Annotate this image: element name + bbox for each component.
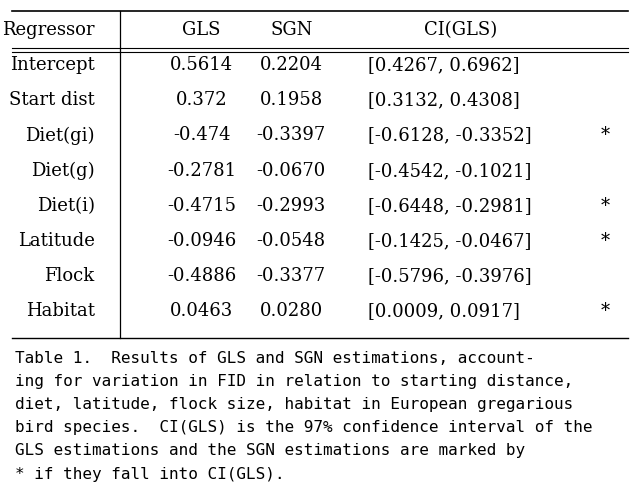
- Text: Intercept: Intercept: [10, 56, 95, 74]
- Text: 0.2204: 0.2204: [260, 56, 323, 74]
- Text: 0.5614: 0.5614: [170, 56, 233, 74]
- Text: [0.3132, 0.4308]: [0.3132, 0.4308]: [368, 91, 520, 109]
- Text: * if they fall into CI(GLS).: * if they fall into CI(GLS).: [15, 467, 284, 482]
- Text: -0.0548: -0.0548: [257, 232, 326, 250]
- Text: diet, latitude, flock size, habitat in European gregarious: diet, latitude, flock size, habitat in E…: [15, 397, 573, 412]
- Text: 0.0463: 0.0463: [170, 302, 233, 321]
- Text: Habitat: Habitat: [26, 302, 95, 321]
- Text: -0.2781: -0.2781: [167, 161, 236, 180]
- Text: Latitude: Latitude: [18, 232, 95, 250]
- Text: -0.0670: -0.0670: [257, 161, 326, 180]
- Text: Flock: Flock: [44, 267, 95, 285]
- Text: Regressor: Regressor: [2, 21, 95, 39]
- Text: -0.0946: -0.0946: [167, 232, 236, 250]
- Text: *: *: [600, 302, 609, 321]
- Text: *: *: [600, 197, 609, 215]
- Text: SGN: SGN: [270, 21, 312, 39]
- Text: bird species.  CI(GLS) is the 97% confidence interval of the: bird species. CI(GLS) is the 97% confide…: [15, 420, 592, 435]
- Text: -0.4886: -0.4886: [167, 267, 236, 285]
- Text: [0.0009, 0.0917]: [0.0009, 0.0917]: [368, 302, 520, 321]
- Text: -0.3397: -0.3397: [257, 126, 326, 145]
- Text: [-0.4542, -0.1021]: [-0.4542, -0.1021]: [368, 161, 531, 180]
- Text: Diet(i): Diet(i): [36, 197, 95, 215]
- Text: Table 1.  Results of GLS and SGN estimations, account-: Table 1. Results of GLS and SGN estimati…: [15, 351, 534, 366]
- Text: Diet(gi): Diet(gi): [25, 126, 95, 145]
- Text: ing for variation in FID in relation to starting distance,: ing for variation in FID in relation to …: [15, 374, 573, 389]
- Text: GLS: GLS: [182, 21, 221, 39]
- Text: [-0.6128, -0.3352]: [-0.6128, -0.3352]: [368, 126, 532, 145]
- Text: -0.474: -0.474: [173, 126, 230, 145]
- Text: [-0.1425, -0.0467]: [-0.1425, -0.0467]: [368, 232, 531, 250]
- Text: Diet(g): Diet(g): [31, 161, 95, 180]
- Text: *: *: [600, 126, 609, 145]
- Text: CI(GLS): CI(GLS): [424, 21, 497, 39]
- Text: 0.372: 0.372: [176, 91, 227, 109]
- Text: [-0.5796, -0.3976]: [-0.5796, -0.3976]: [368, 267, 532, 285]
- Text: -0.2993: -0.2993: [257, 197, 326, 215]
- Text: GLS estimations and the SGN estimations are marked by: GLS estimations and the SGN estimations …: [15, 443, 525, 458]
- Text: -0.4715: -0.4715: [167, 197, 236, 215]
- Text: -0.3377: -0.3377: [257, 267, 326, 285]
- Text: 0.0280: 0.0280: [260, 302, 323, 321]
- Text: [-0.6448, -0.2981]: [-0.6448, -0.2981]: [368, 197, 532, 215]
- Text: 0.1958: 0.1958: [260, 91, 323, 109]
- Text: [0.4267, 0.6962]: [0.4267, 0.6962]: [368, 56, 520, 74]
- Text: *: *: [600, 232, 609, 250]
- Text: Start dist: Start dist: [9, 91, 95, 109]
